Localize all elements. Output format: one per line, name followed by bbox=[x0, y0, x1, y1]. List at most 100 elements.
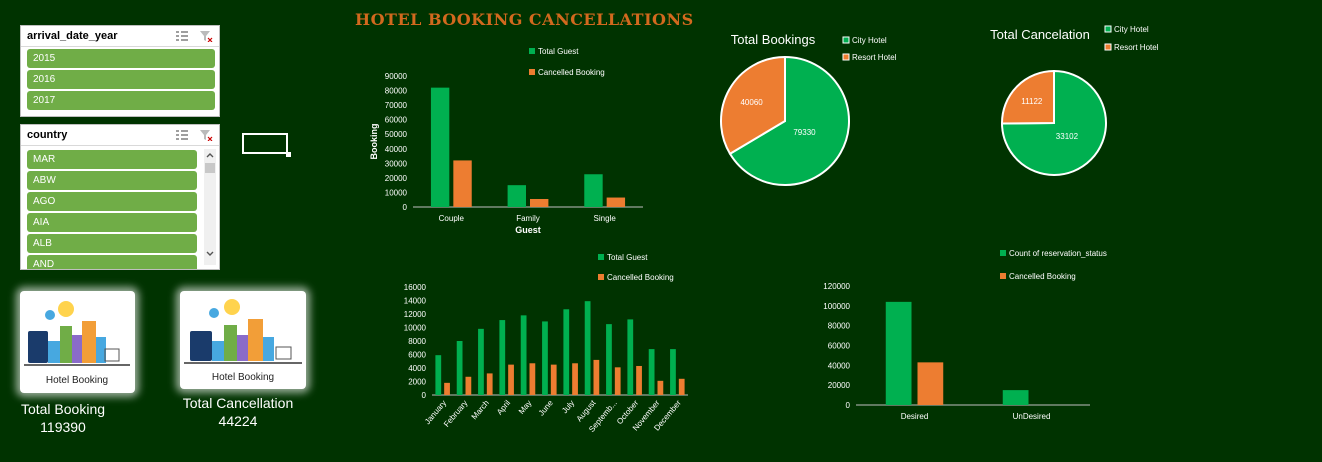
legend-label: Count of reservation_status bbox=[1009, 249, 1107, 258]
legend-swatch bbox=[1000, 250, 1006, 256]
x-tick-label: June bbox=[537, 398, 555, 417]
x-tick-label: May bbox=[517, 399, 534, 416]
scroll-up-icon[interactable] bbox=[206, 153, 214, 158]
scroll-thumb[interactable] bbox=[205, 163, 215, 173]
y-tick-label: 0 bbox=[846, 401, 851, 410]
bar-cancelled bbox=[465, 376, 472, 395]
legend-swatch bbox=[598, 254, 604, 260]
legend-swatch bbox=[529, 48, 535, 54]
bar-cancelled bbox=[444, 382, 450, 395]
clear-filter-icon[interactable] bbox=[199, 129, 213, 141]
city-illustration-icon: Hotel Booking bbox=[184, 299, 302, 383]
y-tick-label: 20000 bbox=[828, 381, 851, 390]
bar-total bbox=[648, 349, 655, 395]
legend-label: City Hotel bbox=[1114, 25, 1149, 34]
bar-total bbox=[1002, 390, 1029, 405]
slicer-scrollbar[interactable] bbox=[204, 149, 216, 265]
y-tick-label: 30000 bbox=[385, 159, 408, 168]
y-tick-label: 10000 bbox=[404, 324, 427, 333]
y-tick-label: 90000 bbox=[385, 72, 408, 81]
slicer-item[interactable]: 2017 bbox=[27, 91, 215, 110]
legend-label: Cancelled Booking bbox=[538, 68, 605, 77]
bar-total bbox=[584, 174, 603, 207]
slicer-item[interactable]: ABW bbox=[27, 171, 197, 190]
total-booking-value: 119390 bbox=[40, 419, 86, 435]
bar-total bbox=[507, 185, 526, 207]
y-axis-label: Booking bbox=[369, 124, 379, 160]
pie-slice-city bbox=[1000, 69, 1107, 176]
bar-cancelled bbox=[453, 160, 472, 207]
chart-title: Total Cancelation bbox=[990, 27, 1090, 42]
chart-monthly: 0200040006000800010000120001400016000Jan… bbox=[404, 253, 688, 434]
bar-total bbox=[584, 301, 591, 395]
bar-total bbox=[627, 319, 634, 395]
pie-slice-city bbox=[728, 55, 850, 186]
y-tick-label: 6000 bbox=[408, 351, 426, 360]
bar-cancelled bbox=[572, 363, 578, 395]
y-tick-label: 70000 bbox=[385, 101, 408, 110]
legend-label: Cancelled Booking bbox=[1009, 272, 1076, 281]
slicer-item[interactable]: 2016 bbox=[27, 70, 215, 89]
legend-label: Resort Hotel bbox=[1114, 43, 1159, 52]
city-illustration-icon: Hotel Booking bbox=[24, 301, 130, 386]
clear-filter-icon[interactable] bbox=[199, 30, 213, 42]
legend-label: Resort Hotel bbox=[852, 53, 897, 62]
slicer-item[interactable]: MAR bbox=[27, 150, 197, 169]
legend-swatch bbox=[598, 274, 604, 280]
bar-total bbox=[542, 321, 548, 395]
legend-swatch bbox=[1104, 25, 1112, 33]
bar-cancelled bbox=[530, 198, 549, 207]
total-cancellation-label: Total Cancellation bbox=[182, 395, 294, 411]
bar-total bbox=[606, 324, 612, 395]
slicer-item[interactable]: AIA bbox=[27, 213, 197, 232]
image-caption: Hotel Booking bbox=[212, 372, 274, 383]
y-tick-label: 100000 bbox=[823, 302, 850, 311]
x-tick-label: Family bbox=[516, 214, 540, 223]
y-tick-label: 12000 bbox=[404, 310, 427, 319]
data-label: 79330 bbox=[793, 128, 816, 137]
y-tick-label: 10000 bbox=[385, 188, 408, 197]
bar-cancelled bbox=[614, 367, 621, 395]
legend-swatch bbox=[1000, 273, 1006, 279]
slicer-title: arrival_date_year bbox=[27, 30, 118, 42]
total-cancellation-value: 44224 bbox=[218, 413, 258, 429]
bar-cancelled bbox=[636, 365, 642, 395]
slicer-arrival-year[interactable]: arrival_date_year 2015 2016 2017 bbox=[20, 25, 220, 117]
y-tick-label: 60000 bbox=[385, 116, 408, 125]
bar-total bbox=[478, 328, 484, 395]
bar-cancelled bbox=[678, 378, 685, 395]
x-tick-label: March bbox=[470, 399, 491, 422]
y-tick-label: 60000 bbox=[828, 342, 851, 351]
y-tick-label: 8000 bbox=[408, 337, 426, 346]
bar-cancelled bbox=[593, 359, 600, 395]
bar-cancelled bbox=[606, 197, 626, 207]
multi-select-icon[interactable] bbox=[175, 129, 189, 141]
bar-total bbox=[670, 349, 676, 395]
y-tick-label: 16000 bbox=[404, 283, 427, 292]
bar-total bbox=[499, 320, 506, 395]
x-tick-label: UnDesired bbox=[1013, 412, 1051, 421]
y-tick-label: 120000 bbox=[823, 282, 850, 291]
bar-total bbox=[435, 355, 442, 395]
slicer-item[interactable]: ALB bbox=[27, 234, 197, 253]
slicer-item[interactable]: 2015 bbox=[27, 49, 215, 68]
scroll-down-icon[interactable] bbox=[206, 251, 214, 256]
x-tick-label: Couple bbox=[439, 214, 465, 223]
selected-cell[interactable] bbox=[242, 133, 288, 154]
legend-swatch bbox=[842, 36, 850, 44]
bar-cancelled bbox=[529, 363, 536, 395]
hotel-cancel-image: Hotel Booking bbox=[180, 291, 306, 389]
y-tick-label: 50000 bbox=[385, 130, 408, 139]
y-tick-label: 40000 bbox=[828, 361, 851, 370]
slicer-country[interactable]: country MAR ABW AGO AIA ALB AND bbox=[20, 124, 220, 270]
fill-handle[interactable] bbox=[286, 152, 291, 157]
x-axis-label: Guest bbox=[515, 225, 541, 235]
slicer-item[interactable]: AND bbox=[27, 255, 197, 269]
chart-total-bookings-pie: 79330 40060 Total Bookings City Hotel Resort… bbox=[720, 32, 897, 186]
x-tick-label: July bbox=[560, 399, 576, 416]
slicer-header: arrival_date_year bbox=[21, 26, 219, 47]
data-label: 33102 bbox=[1056, 132, 1079, 141]
slicer-item[interactable]: AGO bbox=[27, 192, 197, 211]
multi-select-icon[interactable] bbox=[175, 30, 189, 42]
y-tick-label: 80000 bbox=[828, 322, 851, 331]
